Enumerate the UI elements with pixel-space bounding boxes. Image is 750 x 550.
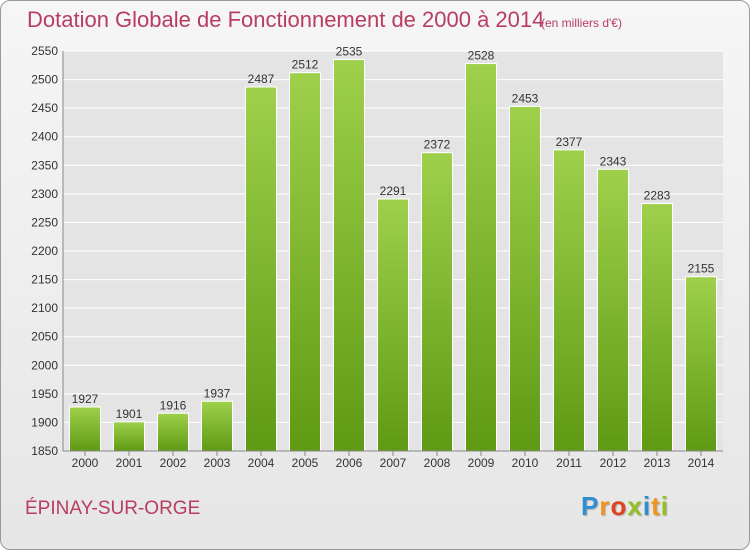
logo-letter: P	[581, 491, 600, 521]
bar	[685, 276, 717, 452]
bar	[641, 203, 673, 452]
bar	[113, 421, 145, 452]
y-tick-label: 2250	[31, 215, 58, 229]
x-tick-label: 2001	[116, 456, 143, 470]
bar-value-label: 2528	[468, 49, 495, 63]
x-tick-label: 2000	[72, 456, 99, 470]
bar-value-label: 2512	[292, 58, 319, 72]
logo-letter: i	[660, 491, 669, 521]
logo-letter: t	[651, 491, 661, 521]
y-tick-label: 1950	[31, 387, 58, 401]
bar	[509, 105, 541, 452]
bar	[465, 63, 497, 452]
x-tick-label: 2012	[600, 456, 627, 470]
bar	[289, 72, 321, 452]
bar	[69, 406, 101, 452]
chart-title: Dotation Globale de Fonctionnement de 20…	[27, 7, 545, 32]
bar-value-label: 2535	[336, 45, 363, 59]
logo-letter: i	[642, 491, 652, 521]
logo-letter: r	[599, 491, 611, 521]
bar	[377, 198, 409, 452]
bar	[333, 59, 365, 452]
bar-value-label: 1937	[204, 386, 231, 400]
city-name: ÉPINAY-SUR-ORGE	[25, 498, 201, 519]
logo-letter: o	[610, 491, 628, 521]
y-tick-label: 2150	[31, 273, 58, 287]
bar	[553, 149, 585, 452]
x-tick-label: 2008	[424, 456, 451, 470]
x-tick-label: 2013	[644, 456, 671, 470]
proxiti-logo[interactable]: Proxiti	[581, 491, 669, 522]
y-tick-label: 1850	[31, 444, 58, 458]
x-tick-label: 2003	[204, 456, 231, 470]
y-tick-label: 2500	[31, 73, 58, 87]
x-tick-label: 2002	[160, 456, 187, 470]
bar-value-label: 2487	[248, 72, 275, 86]
bar	[597, 168, 629, 452]
y-tick-label: 1900	[31, 415, 58, 429]
bar-value-label: 1901	[116, 407, 143, 421]
bar	[157, 412, 189, 452]
logo-letter: x	[627, 491, 643, 521]
bar	[201, 400, 233, 452]
bar-value-label: 2343	[600, 154, 627, 168]
y-tick-label: 2550	[31, 44, 58, 58]
bar-value-label: 2372	[424, 138, 451, 152]
x-tick-label: 2011	[556, 456, 582, 470]
bar-value-label: 1927	[72, 392, 99, 406]
bar-value-label: 1916	[160, 398, 187, 412]
x-tick-label: 2007	[380, 456, 407, 470]
x-tick-label: 2005	[292, 456, 319, 470]
x-tick-label: 2014	[688, 456, 715, 470]
y-tick-label: 2350	[31, 158, 58, 172]
unit-note: (en milliers d'€)	[541, 16, 622, 30]
x-tick-label: 2009	[468, 456, 495, 470]
bar-value-label: 2453	[512, 91, 539, 105]
x-tick-label: 2004	[248, 456, 275, 470]
y-tick-label: 2450	[31, 101, 58, 115]
x-tick-label: 2006	[336, 456, 363, 470]
bar-value-label: 2155	[688, 262, 715, 276]
y-tick-label: 2400	[31, 130, 58, 144]
bar-value-label: 2283	[644, 189, 671, 203]
bar-value-label: 2377	[556, 135, 583, 149]
y-tick-label: 2100	[31, 301, 58, 315]
bar	[421, 152, 453, 452]
y-tick-label: 2050	[31, 330, 58, 344]
y-tick-label: 2300	[31, 187, 58, 201]
y-tick-label: 2000	[31, 358, 58, 372]
bar	[245, 86, 277, 452]
x-tick-label: 2010	[512, 456, 539, 470]
bar-value-label: 2291	[380, 184, 407, 198]
y-tick-label: 2200	[31, 244, 58, 258]
